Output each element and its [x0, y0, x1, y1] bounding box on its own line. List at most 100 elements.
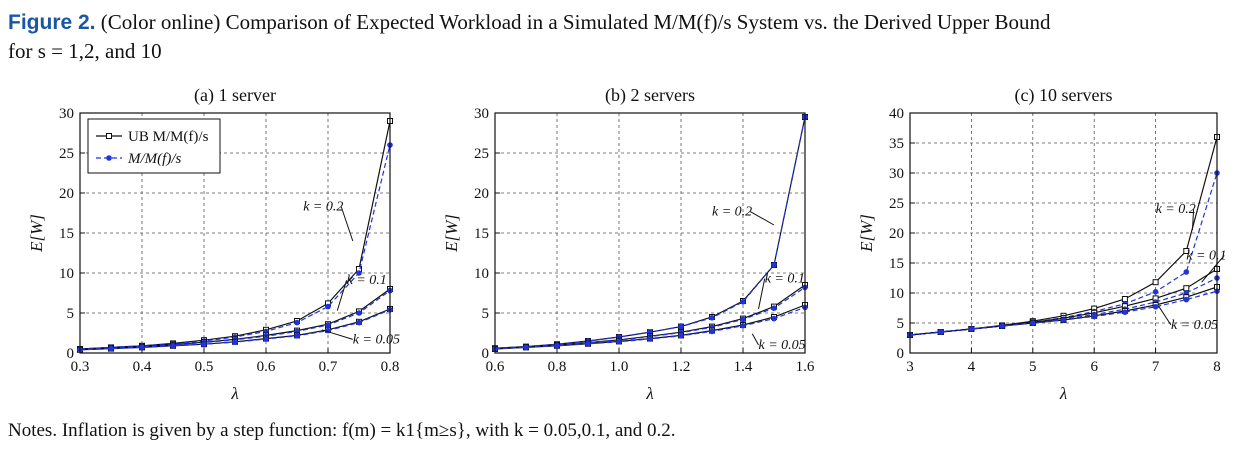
x-tick-label: 0.6 [486, 359, 505, 375]
figure-notes: Notes. Inflation is given by a step func… [8, 420, 676, 441]
plot-frame [909, 112, 1218, 354]
data-point [1122, 309, 1128, 315]
x-tick-label: 1.6 [796, 359, 815, 375]
legend-box [87, 118, 221, 174]
data-point [1121, 296, 1128, 302]
x-tick-label: 0.3 [71, 359, 90, 375]
annotation-arrow [340, 206, 354, 242]
data-point [356, 319, 362, 326]
annotation-arrow [751, 333, 759, 346]
x-tick-label: 7 [1152, 359, 1160, 375]
series-line [909, 136, 1218, 336]
legend-marker-ub [106, 133, 112, 139]
data-point [1183, 285, 1190, 292]
x-tick-label: 0.7 [319, 359, 338, 375]
y-axis-label: E[W] [857, 214, 876, 253]
data-point [678, 323, 684, 330]
annotation-label: k = 0.1 [347, 273, 387, 288]
y-tick-label: 35 [889, 136, 904, 152]
x-tick-label: 8 [1213, 359, 1221, 375]
annotation-label: k = 0.2 [712, 204, 752, 219]
x-axis-label: λ [645, 384, 653, 403]
data-point [139, 344, 145, 351]
series-line [909, 172, 1218, 336]
caption-line-2: for s = 1,2, and 10 [8, 39, 162, 63]
x-tick-label: 1.0 [610, 359, 629, 375]
legend: UB M/M(f)/s M/M(f)/s [87, 118, 221, 174]
y-tick-label: 0 [67, 346, 75, 362]
x-tick-label: 1.4 [734, 359, 753, 375]
y-tick-label: 5 [482, 306, 490, 322]
chart-title: (b) 2 servers [605, 85, 695, 106]
data-point [294, 333, 300, 339]
y-axis-label: E[W] [27, 214, 46, 253]
y-tick-label: 30 [474, 106, 489, 122]
y-tick-label: 10 [59, 266, 74, 282]
y-tick-label: 30 [889, 166, 904, 182]
y-tick-label: 30 [59, 106, 74, 122]
data-point [740, 323, 746, 329]
series-sim-k-0_05 [492, 304, 808, 352]
y-tick-label: 15 [889, 256, 904, 272]
data-point [356, 310, 362, 316]
chart-panel-3: (c) 10 servers 3 4 5 6 7 8 0 5 10 15 20 25 30 35 40 λ E[W… [857, 85, 1226, 403]
data-point [585, 341, 591, 347]
data-point [1183, 269, 1190, 275]
data-point [1152, 279, 1159, 286]
legend-label-sim: M/M(f)/s [127, 151, 181, 167]
charts-area: (a) 1 server 0.3 0.4 0.5 0.6 0.7 0.8 0 5 10 15 20 25… [27, 85, 1226, 403]
data-point [937, 329, 944, 335]
y-tick-label: 5 [67, 306, 75, 322]
data-point [523, 344, 529, 351]
data-point [771, 262, 777, 268]
y-tick-label: 0 [897, 346, 905, 362]
data-point [201, 341, 207, 348]
y-tick-label: 5 [897, 316, 905, 332]
x-tick-label: 0.8 [548, 359, 567, 375]
data-point [740, 299, 746, 305]
annotation-arrow [749, 210, 775, 226]
annotation-arrow [321, 329, 353, 340]
data-point [294, 319, 300, 326]
data-point [1152, 289, 1159, 295]
series-sim-k-0_2 [907, 170, 1220, 338]
x-tick-label: 1.2 [672, 359, 691, 375]
y-tick-label: 15 [474, 226, 489, 242]
annotation-arrow [1158, 305, 1172, 326]
data-point [554, 343, 560, 349]
data-point [709, 328, 715, 335]
caption-line-1: (Color online) Comparison of Expected Wo… [95, 10, 1051, 34]
data-point [170, 343, 176, 349]
x-tick-label: 3 [906, 359, 914, 375]
x-tick-label: 5 [1029, 359, 1037, 375]
data-point [325, 303, 331, 310]
data-point [740, 316, 746, 323]
data-point [647, 336, 653, 342]
y-tick-label: 10 [889, 286, 904, 302]
data-point [771, 305, 777, 311]
data-point [1183, 248, 1190, 254]
annotation-label: k = 0.05 [759, 338, 806, 353]
chart-title: (a) 1 server [194, 85, 276, 106]
data-point [999, 323, 1005, 329]
data-point [709, 315, 715, 321]
annotation-label: k = 0.05 [1171, 318, 1218, 333]
annotation-arrow [1201, 255, 1225, 283]
x-tick-label: 4 [968, 359, 976, 375]
data-point [678, 333, 684, 339]
y-tick-label: 20 [474, 186, 489, 202]
data-point [968, 326, 975, 332]
data-point [263, 336, 269, 342]
x-tick-label: 0.4 [133, 359, 152, 375]
data-point [356, 270, 362, 276]
y-axis-label: E[W] [442, 214, 461, 253]
annotation-label: k = 0.1 [765, 272, 805, 287]
data-point [232, 339, 238, 346]
data-point [1060, 317, 1067, 323]
data-point [325, 322, 331, 328]
figure-label: Figure 2. [8, 11, 96, 34]
x-tick-label: 0.8 [381, 359, 400, 375]
annotation-label: k = 0.2 [1156, 202, 1196, 217]
series-sim-k-0_2 [77, 142, 393, 352]
annotation-label: k = 0.1 [1186, 248, 1226, 263]
